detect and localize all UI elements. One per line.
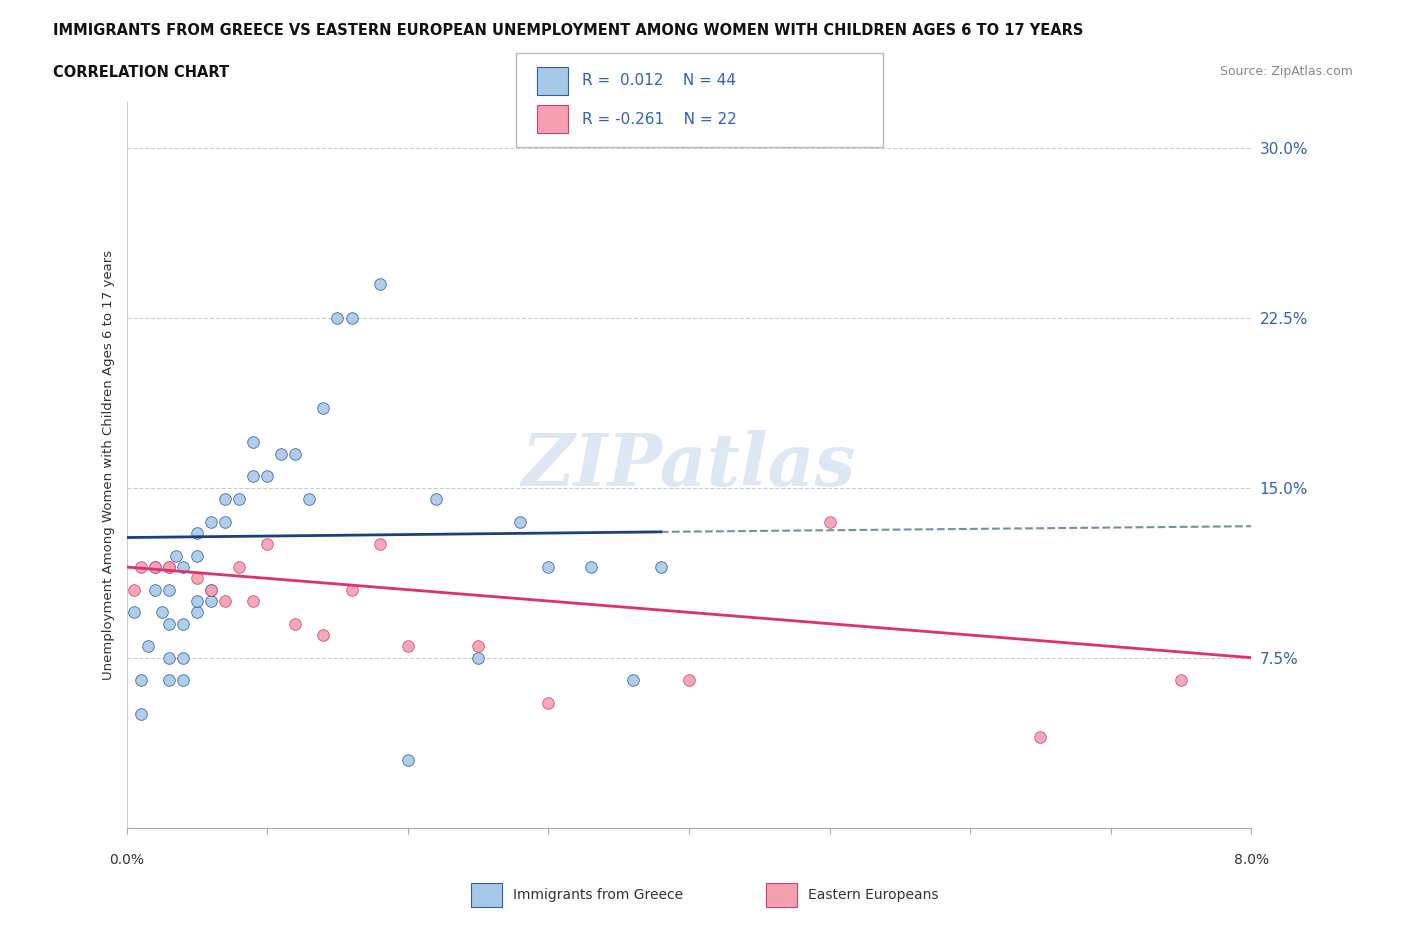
Point [172,560,194,575]
Point [509,514,531,529]
Point [172,673,194,688]
Text: Source: ZipAtlas.com: Source: ZipAtlas.com [1219,65,1353,78]
Point [396,752,419,767]
Point [143,560,166,575]
Point [467,639,489,654]
Point [200,593,222,608]
Point [186,604,208,619]
Point [214,514,236,529]
Point [340,311,363,325]
Point [129,707,152,722]
Point [1029,729,1052,744]
Point [298,492,321,507]
Point [186,593,208,608]
Point [1170,673,1192,688]
Point [165,549,187,564]
Point [579,560,602,575]
Point [200,582,222,597]
Point [136,639,159,654]
Point [228,492,250,507]
Point [425,492,447,507]
Point [157,673,180,688]
Point [621,673,644,688]
Point [326,311,349,325]
Point [270,446,292,461]
Point [396,639,419,654]
Y-axis label: Unemployment Among Women with Children Ages 6 to 17 years: Unemployment Among Women with Children A… [103,250,115,680]
Point [368,276,391,291]
Point [157,582,180,597]
Point [186,525,208,540]
Point [157,617,180,631]
Point [186,549,208,564]
Point [242,469,264,484]
Point [143,582,166,597]
Point [228,560,250,575]
Point [312,401,335,416]
Point [284,617,307,631]
Point [650,560,672,575]
Point [467,650,489,665]
Point [200,514,222,529]
Point [312,628,335,643]
Text: R =  0.012    N = 44: R = 0.012 N = 44 [582,73,737,88]
Text: Immigrants from Greece: Immigrants from Greece [513,887,683,902]
Point [368,537,391,551]
Point [129,673,152,688]
Text: 0.0%: 0.0% [110,853,143,867]
Point [242,435,264,450]
Point [172,650,194,665]
Point [157,560,180,575]
Point [172,617,194,631]
Point [129,560,152,575]
Point [242,593,264,608]
Text: 8.0%: 8.0% [1234,853,1268,867]
Text: ZIPatlas: ZIPatlas [522,430,856,500]
Point [678,673,700,688]
Point [340,582,363,597]
Text: CORRELATION CHART: CORRELATION CHART [53,65,229,80]
Point [186,571,208,586]
Text: R = -0.261    N = 22: R = -0.261 N = 22 [582,112,737,126]
Point [818,514,841,529]
Point [214,492,236,507]
Point [157,650,180,665]
Point [122,604,145,619]
Point [122,582,145,597]
Text: IMMIGRANTS FROM GREECE VS EASTERN EUROPEAN UNEMPLOYMENT AMONG WOMEN WITH CHILDRE: IMMIGRANTS FROM GREECE VS EASTERN EUROPE… [53,23,1084,38]
Point [537,696,560,711]
Point [284,446,307,461]
Point [200,582,222,597]
Point [157,560,180,575]
Point [150,604,173,619]
Point [143,560,166,575]
Point [256,469,278,484]
Point [256,537,278,551]
Point [537,560,560,575]
Text: Eastern Europeans: Eastern Europeans [808,887,939,902]
Point [214,593,236,608]
